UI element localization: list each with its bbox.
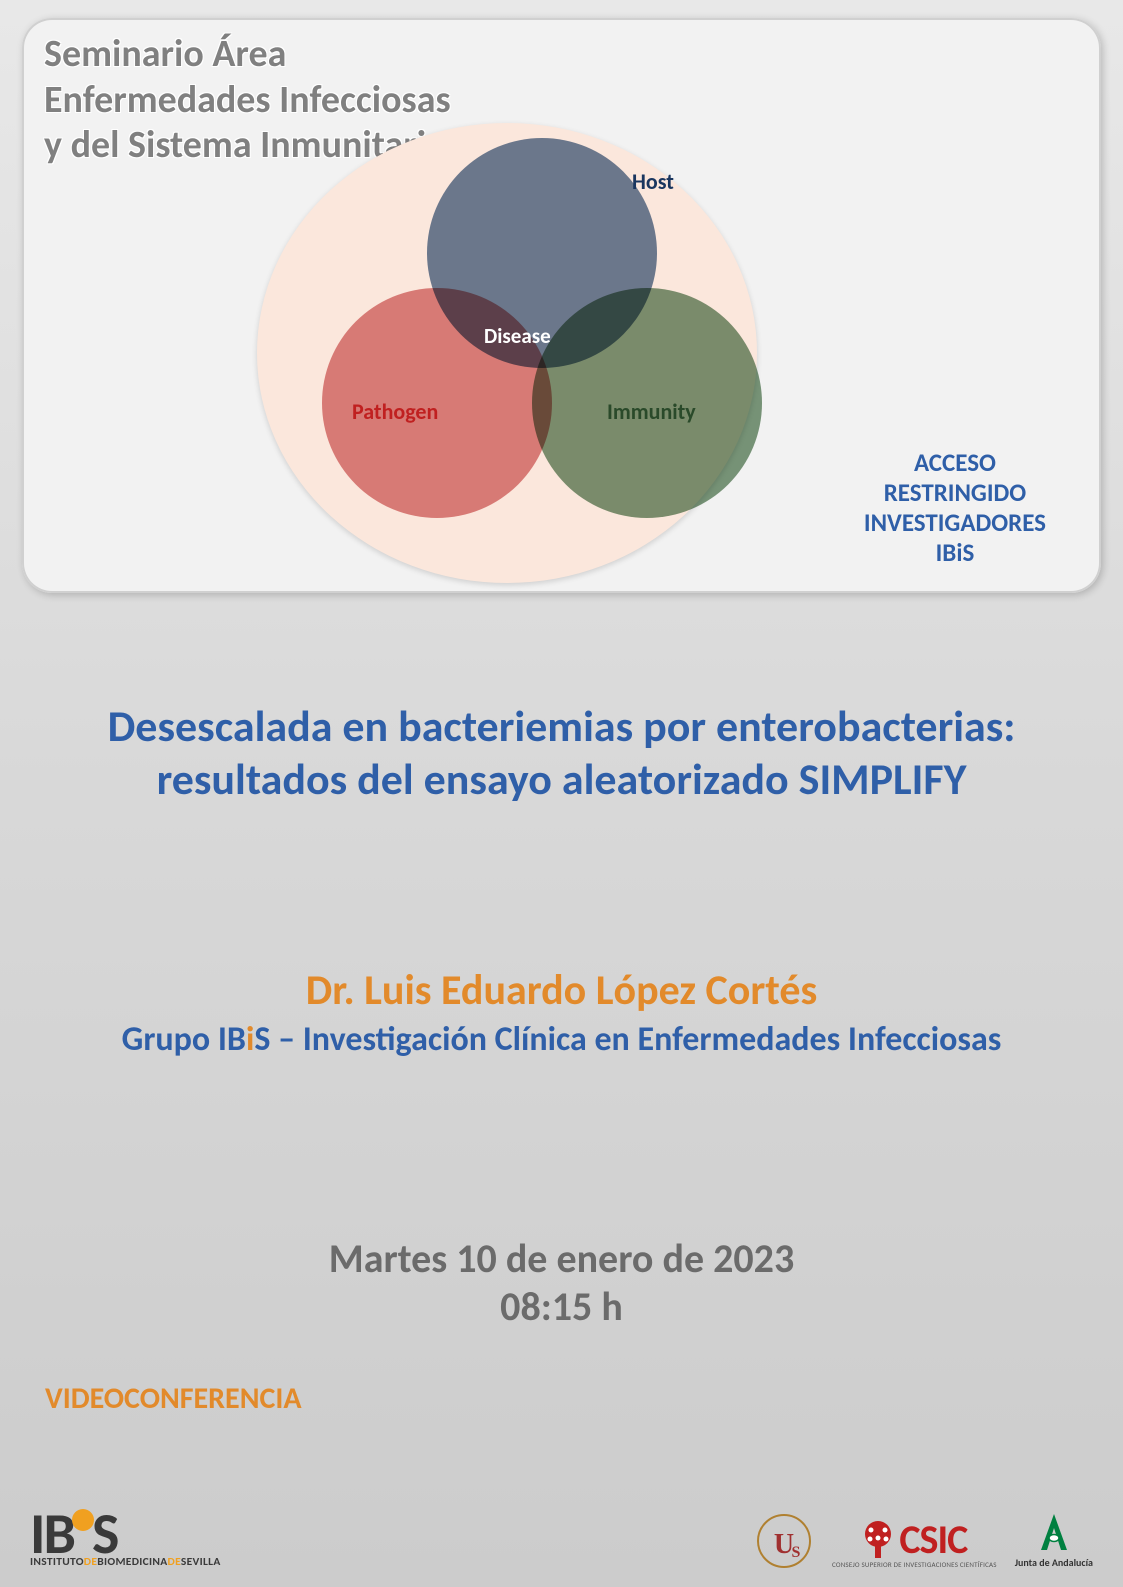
ibis-sub-3: SEVILLA bbox=[181, 1555, 221, 1569]
venn-label-pathogen: Pathogen bbox=[352, 398, 438, 425]
csic-subtitle: CONSEJO SUPERIOR DE INVESTIGACIONES CIEN… bbox=[832, 1560, 997, 1569]
speaker-name: Dr. Luis Eduardo López Cortés bbox=[60, 965, 1063, 1016]
videoconference-label: VIDEOCONFERENCIA bbox=[45, 1380, 302, 1417]
access-line-3: INVESTIGADORES bbox=[864, 507, 1046, 538]
event-datetime: Martes 10 de enero de 2023 08:15 h bbox=[60, 1235, 1063, 1331]
csic-tree-icon bbox=[861, 1520, 895, 1560]
ibis-sub-de2: DE bbox=[168, 1555, 181, 1569]
event-date: Martes 10 de enero de 2023 bbox=[329, 1234, 794, 1283]
csic-logo: CSIC CONSEJO SUPERIOR DE INVESTIGACIONES… bbox=[832, 1520, 997, 1569]
ibis-sub-2: BIOMEDICINA bbox=[97, 1555, 167, 1569]
seminar-title: Desescalada en bacteriemias por enteroba… bbox=[60, 700, 1063, 806]
event-time: 08:15 h bbox=[500, 1282, 623, 1331]
venn-label-host: Host bbox=[632, 168, 674, 195]
csic-text: CSIC bbox=[899, 1522, 967, 1558]
access-line-2: RESTRINGIDO bbox=[884, 477, 1026, 508]
group-suffix: S – Investigación Clínica en Enfermedade… bbox=[254, 1019, 1001, 1060]
footer-logo-bar: IBS INSTITUTODEBIOMEDICINADESEVILLA U S bbox=[30, 1479, 1093, 1569]
research-group: Grupo IBiS – Investigación Clínica en En… bbox=[60, 1020, 1063, 1061]
venn-label-center: Disease bbox=[484, 323, 551, 349]
ibis-logo: IBS INSTITUTODEBIOMEDICINADESEVILLA bbox=[30, 1509, 221, 1569]
access-line-4: IBiS bbox=[936, 537, 975, 568]
venn-label-immunity: Immunity bbox=[607, 398, 696, 425]
junta-label: Junta de Andalucía bbox=[1015, 1556, 1093, 1569]
group-prefix: Grupo IB bbox=[122, 1019, 246, 1060]
ibis-logo-subtitle: INSTITUTODEBIOMEDICINADESEVILLA bbox=[30, 1555, 221, 1569]
partner-logos: U S CSIC CONSEJO SUPERIOR DE INVESTIGACI… bbox=[754, 1510, 1093, 1569]
ibis-logo-main: IBS bbox=[30, 1509, 117, 1559]
access-restricted-note: ACCESO RESTRINGIDO INVESTIGADORES IBiS bbox=[864, 448, 1046, 568]
ibis-sub-1: INSTITUTO bbox=[30, 1555, 84, 1569]
venn-diagram: Host Pathogen Immunity Disease bbox=[252, 108, 772, 588]
us-seal-icon: U S bbox=[756, 1513, 812, 1569]
header-panel: Seminario Área Enfermedades Infecciosas … bbox=[22, 18, 1101, 593]
universidad-sevilla-logo: U S bbox=[754, 1513, 814, 1569]
title-line-1: Seminario Área bbox=[44, 31, 286, 77]
access-line-1: ACCESO bbox=[914, 447, 996, 478]
ibis-sub-de1: DE bbox=[84, 1555, 97, 1569]
junta-a-icon bbox=[1037, 1510, 1071, 1554]
ibis-logo-dot-icon bbox=[72, 1509, 94, 1531]
svg-text:S: S bbox=[792, 1544, 801, 1561]
junta-andalucia-logo: Junta de Andalucía bbox=[1015, 1510, 1093, 1569]
